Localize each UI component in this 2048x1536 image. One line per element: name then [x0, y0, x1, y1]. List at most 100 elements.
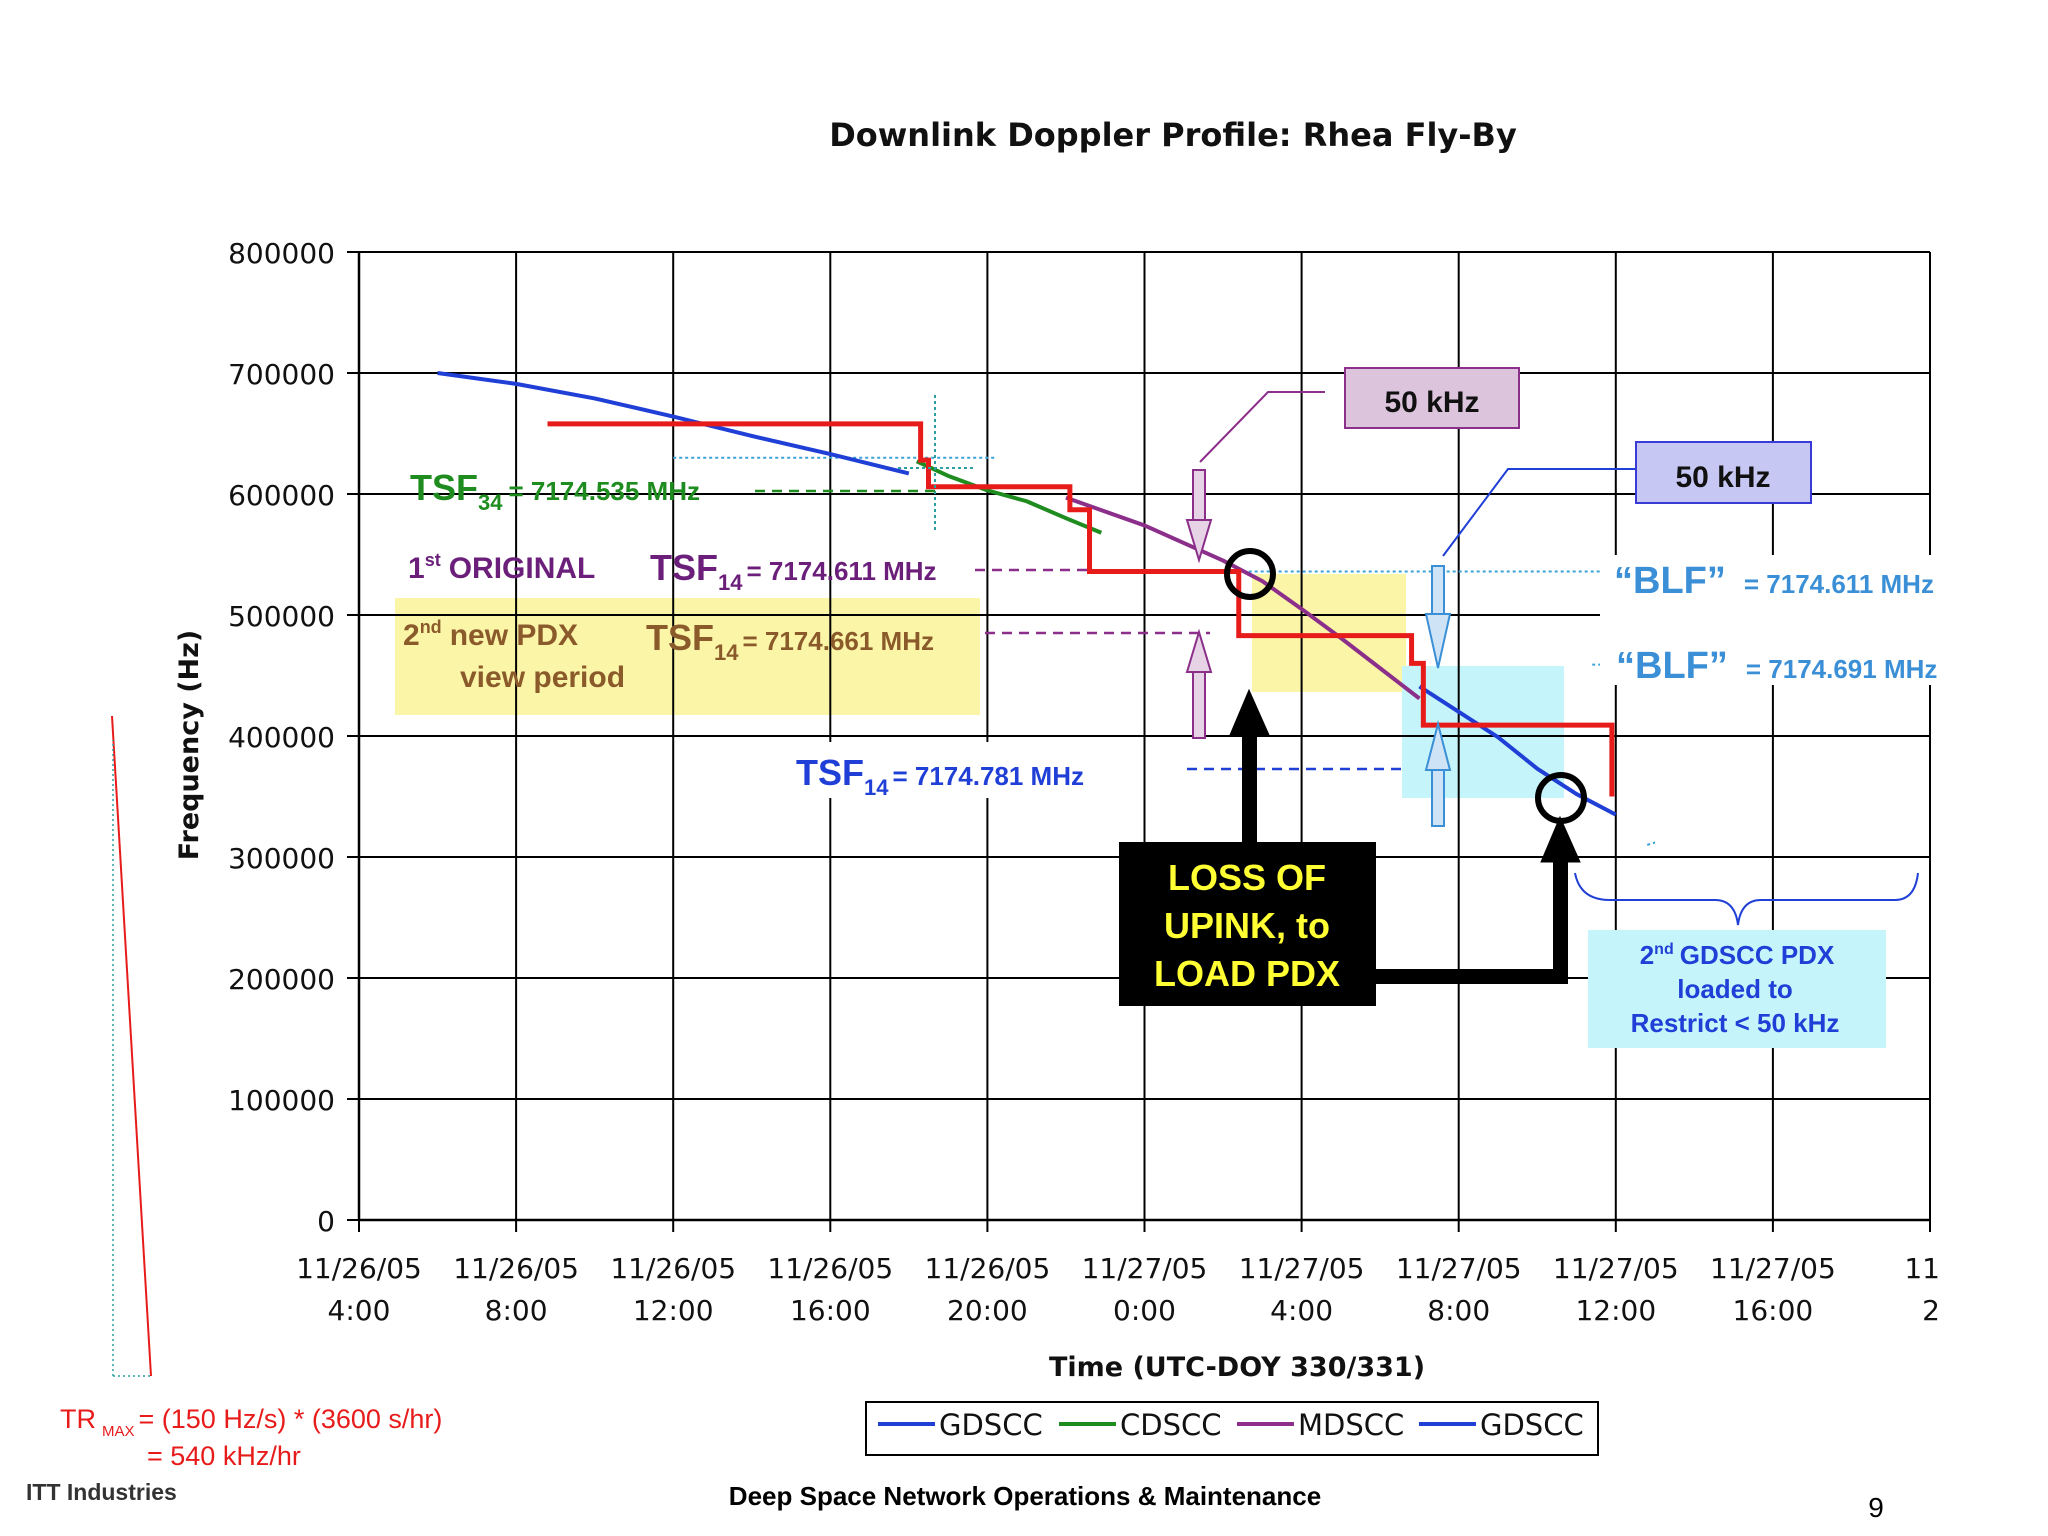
gdscc-note-line1: 2nd GDSCC PDX	[1640, 940, 1835, 970]
gdscc-note-text: GDSCC PDX	[1680, 940, 1835, 970]
x-tick-date: 11/27/05	[1553, 1252, 1679, 1285]
tsf14b-sub: 14	[714, 640, 739, 665]
tsf14b-main: TSF	[646, 617, 714, 658]
blf1-label: “BLF” = 7174.611 MHz	[1614, 560, 1934, 602]
x-tick-time: 16:00	[790, 1294, 871, 1327]
x-tick-date: 11	[1904, 1252, 1940, 1285]
gdscc-note-line3: Restrict < 50 kHz	[1631, 1008, 1840, 1038]
legend-label: GDSCC	[1480, 1408, 1584, 1442]
loss-box-line3: LOAD PDX	[1154, 953, 1340, 994]
reference-line	[1646, 841, 1656, 846]
x-tick-time: 12:00	[633, 1294, 714, 1327]
pdx-prefix: 2	[403, 619, 420, 652]
x-tick-date: 11/26/05	[610, 1252, 736, 1285]
pdx-sup: nd	[420, 617, 442, 637]
x-tick-date: 11/27/05	[1082, 1252, 1208, 1285]
y-tick-label: 400000	[228, 721, 335, 754]
tr-formula-line2: = 540 kHz/hr	[147, 1441, 301, 1471]
x-tick-time: 4:00	[1270, 1294, 1333, 1327]
x-tick-labels: 11/26/05 4:00 11/26/05 8:00 11/26/05 12:00 11/…	[296, 1252, 1940, 1327]
tsf14a-value: = 7174.611 MHz	[746, 556, 936, 586]
blue-box-leader	[1442, 468, 1635, 557]
tsf34-value: = 7174.535 MHz	[508, 476, 700, 506]
original-prefix: 1	[408, 552, 425, 585]
original-label: 1st ORIGINAL	[408, 550, 595, 585]
x-tick-date: 11/26/05	[925, 1252, 1051, 1285]
x-tick-time: 20:00	[947, 1294, 1028, 1327]
y-tick-label: 200000	[228, 963, 335, 996]
blf2-value: = 7174.691 MHz	[1746, 654, 1938, 684]
tsf14b-value: = 7174.661 MHz	[742, 626, 934, 656]
tr-formula-line1: TR MAX = (150 Hz/s) * (3600 s/hr)	[60, 1404, 442, 1440]
blf2-main: “BLF”	[1616, 645, 1728, 687]
y-tick-labels: 0 100000 200000 300000 400000 500000 600000 700…	[228, 237, 335, 1238]
tr-sub: MAX	[102, 1423, 135, 1440]
x-tick-time: 8:00	[485, 1294, 548, 1327]
chart-title: Downlink Doppler Profile: Rhea Fly-By	[829, 116, 1517, 154]
x-tick-time: 12:00	[1575, 1294, 1656, 1327]
footer-org: ITT Industries	[26, 1479, 177, 1505]
tr-rest: = (150 Hz/s) * (3600 s/hr)	[139, 1404, 443, 1434]
footer-center: Deep Space Network Operations & Maintena…	[729, 1481, 1321, 1511]
tsf14c-bg	[790, 742, 1120, 798]
legend-box	[865, 1401, 1599, 1456]
purple-50khz-arrow	[1185, 469, 1213, 739]
loss-black-arrows	[1229, 688, 1581, 984]
tsf-step-profile	[547, 421, 1615, 797]
legend-label: CDSCC	[1120, 1408, 1222, 1442]
blf-cyan-region	[1402, 666, 1564, 798]
gdscc-brace	[1574, 872, 1919, 926]
gdscc-note-box	[1588, 930, 1886, 1048]
tsf34-label: TSF34 = 7174.535 MHz	[410, 467, 700, 515]
tsf14c-value: = 7174.781 MHz	[892, 761, 1084, 791]
gdscc-note-sup: nd	[1654, 941, 1674, 958]
box-50khz-purple-label: 50 kHz	[1384, 386, 1479, 419]
box-50khz-blue	[1635, 441, 1812, 504]
loss-box-line2: UPINK, to	[1164, 905, 1330, 946]
tsf34-main: TSF	[410, 467, 478, 508]
y-tick-label: 700000	[228, 358, 335, 391]
blf1-main: “BLF”	[1614, 560, 1726, 602]
purple-box-leader	[1199, 391, 1325, 463]
footer-page: 9	[1868, 1492, 1884, 1523]
y-tick-label: 600000	[228, 479, 335, 512]
tsf14a-main: TSF	[650, 547, 718, 588]
tsf14c-label: TSF14 = 7174.781 MHz	[796, 752, 1084, 800]
tsf14b-label: TSF14 = 7174.661 MHz	[646, 617, 934, 665]
x-tick-date: 11/26/05	[296, 1252, 422, 1285]
tsf14a-label: TSF14 = 7174.611 MHz	[650, 547, 937, 595]
pdx-line1: 2nd new PDX	[403, 617, 578, 652]
x-tick-time: 2	[1922, 1294, 1940, 1327]
original-sup: st	[425, 550, 441, 570]
blf-bg	[1600, 555, 1960, 685]
series-line-cdscc-2	[915, 459, 1103, 535]
pdx-yellow-box	[395, 598, 980, 715]
legend: GDSCC CDSCC MDSCC GDSCC	[878, 1408, 1584, 1442]
y-tick-label: 100000	[228, 1084, 335, 1117]
y-axis-label: Frequency (Hz)	[174, 630, 205, 860]
original-text: ORIGINAL	[449, 552, 596, 585]
tr-prefix: TR	[60, 1404, 96, 1434]
x-axis-label: Time (UTC-DOY 330/331)	[1049, 1352, 1425, 1383]
tsf-step-line	[547, 421, 1615, 797]
y-tick-label: 800000	[228, 237, 335, 270]
x-tick-time: 0:00	[1113, 1294, 1176, 1327]
y-tick-label: 300000	[228, 842, 335, 875]
loss-box	[1119, 842, 1376, 1006]
axes	[347, 251, 1931, 1232]
y-tick-label: 0	[317, 1205, 335, 1238]
series-line-mdscc-3	[1065, 495, 1421, 701]
tsf14c-main: TSF	[796, 752, 864, 793]
loss-box-line1: LOSS OF	[1168, 857, 1326, 898]
tsf14c-sub: 14	[864, 775, 889, 800]
gdscc-note-line2: loaded to	[1677, 974, 1793, 1004]
box-50khz-purple	[1344, 367, 1520, 429]
tsf34-sub: 34	[478, 490, 503, 515]
x-tick-time: 4:00	[328, 1294, 391, 1327]
x-tick-date: 11/27/05	[1396, 1252, 1522, 1285]
blue-50khz-arrow	[1424, 565, 1452, 827]
x-tick-date: 11/26/05	[767, 1252, 893, 1285]
x-tick-time: 16:00	[1733, 1294, 1814, 1327]
loss-circle-marker	[1224, 548, 1276, 600]
